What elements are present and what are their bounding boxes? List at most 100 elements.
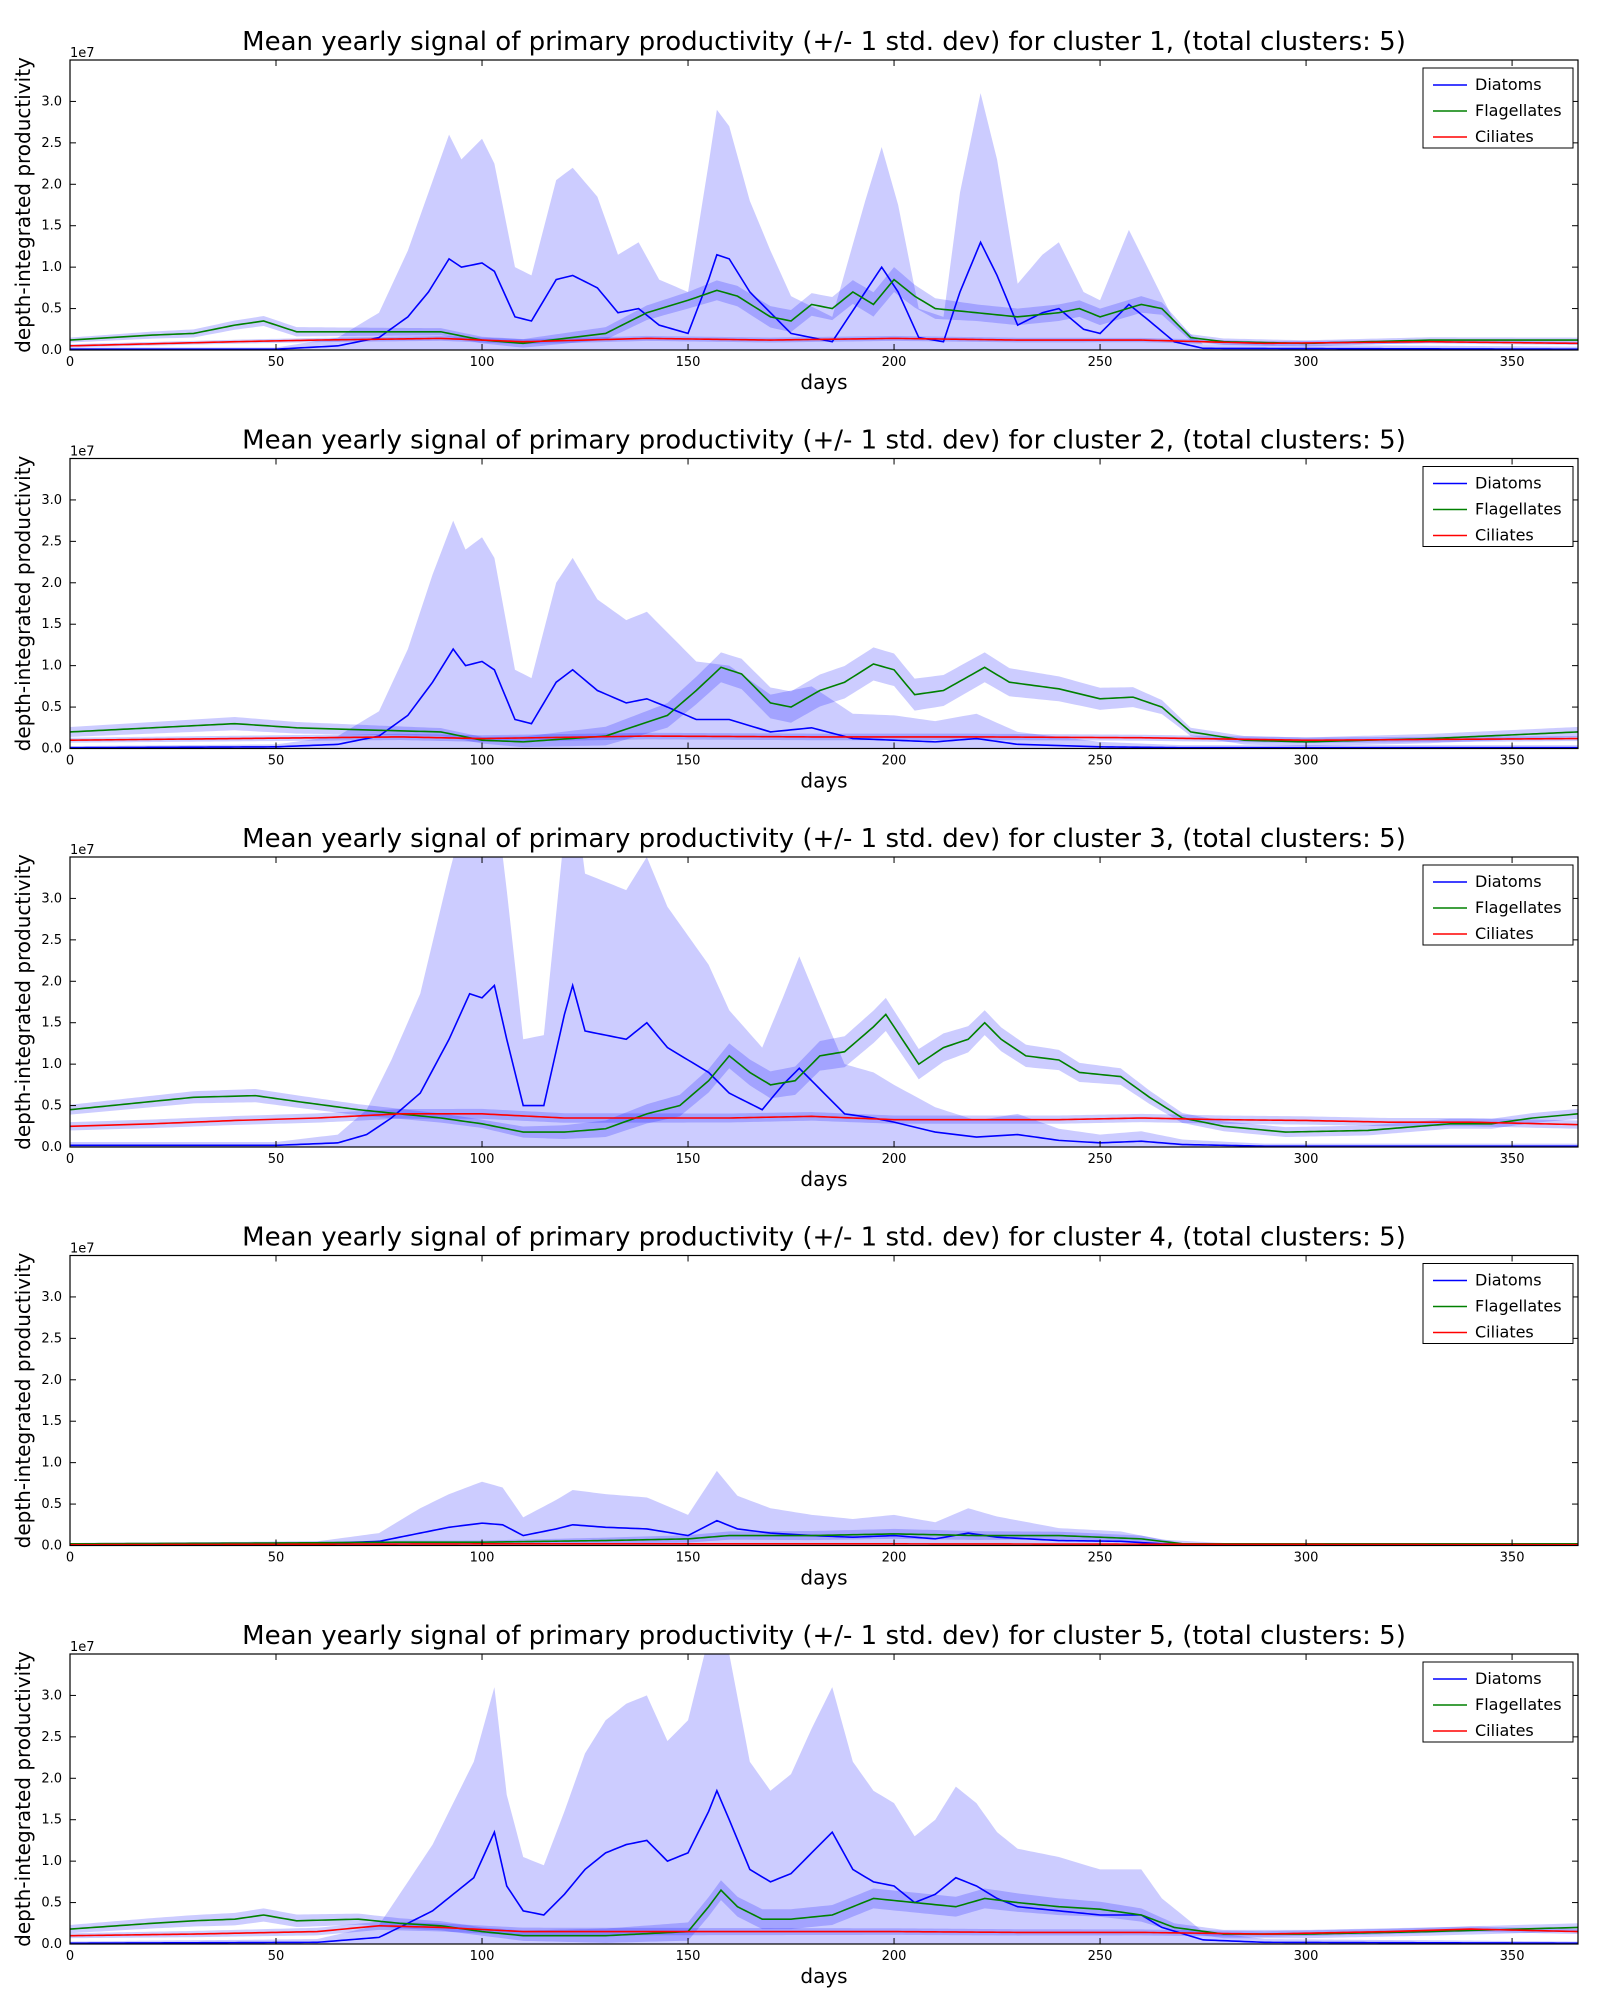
y-multiplier: 1e7 [70,1640,95,1655]
legend-label-flagellates: Flagellates [1475,1695,1562,1714]
x-tick-label: 200 [882,355,907,370]
x-axis-label: days [800,1566,847,1590]
y-tick-label: 3.0 [41,493,62,508]
legend: Diatoms Flagellates Ciliates [1422,67,1574,149]
y-tick-label: 0.0 [41,742,62,757]
std-band-flagellates [70,997,1578,1139]
std-band-flagellates [70,647,1578,748]
chart-panel-1: Mean yearly signal of primary productivi… [11,27,1579,394]
x-tick-label: 150 [676,1152,701,1167]
x-axis-label: days [800,370,847,394]
x-tick-label: 0 [66,1949,74,1964]
plot-area [70,520,1578,749]
y-tick-label: 3.0 [41,94,62,109]
y-tick-label: 3.0 [41,891,62,906]
series-line-ciliates [70,735,1578,742]
x-tick-label: 100 [470,1551,495,1566]
x-tick-label: 300 [1294,1152,1319,1167]
x-tick-label: 350 [1500,1551,1525,1566]
chart-panel-4: Mean yearly signal of primary productivi… [11,1223,1579,1590]
y-tick-label: 0.5 [41,1497,62,1512]
y-tick-label: 0.5 [41,1896,62,1911]
x-tick-label: 100 [470,355,495,370]
std-band-diatoms [70,1470,1578,1546]
y-tick-label: 3.0 [41,1688,62,1703]
y-tick-label: 2.5 [41,1730,62,1745]
x-tick-label: 250 [1088,1551,1113,1566]
x-tick-label: 300 [1294,1949,1319,1964]
y-multiplier: 1e7 [70,445,95,460]
y-tick-label: 1.5 [41,1414,62,1429]
legend: Diatoms Flagellates Ciliates [1422,466,1574,547]
legend-label-flagellates: Flagellates [1475,898,1562,917]
y-tick-label: 2.0 [41,1373,62,1388]
legend-label-flagellates: Flagellates [1475,1297,1562,1316]
y-tick-label: 1.5 [41,219,62,234]
x-tick-label: 0 [66,1551,74,1566]
legend: Diatoms Flagellates Ciliates [1422,864,1574,946]
axes-frame [69,856,1579,1148]
x-tick-label: 200 [882,754,907,769]
legend-box [1422,1263,1574,1344]
x-tick-label: 300 [1294,355,1319,370]
plot-area [70,1654,1578,1944]
y-multiplier: 1e7 [70,1242,95,1257]
y-tick-label: 2.0 [41,974,62,989]
x-axis-label: days [800,1964,847,1988]
y-tick-label: 0.0 [41,1140,62,1155]
x-tick-label: 50 [268,1949,285,1964]
chart-title: Mean yearly signal of primary productivi… [242,27,1406,57]
x-tick-label: 300 [1294,754,1319,769]
axes-frame [69,59,1579,351]
y-tick-label: 2.0 [41,576,62,591]
x-tick-label: 100 [470,1949,495,1964]
y-axis-label: depth-integrated productivity [11,854,35,1150]
x-tick-label: 150 [676,355,701,370]
x-tick-label: 150 [676,1949,701,1964]
x-tick-label: 350 [1500,754,1525,769]
series-line-flagellates [70,663,1578,743]
x-tick-label: 150 [676,1551,701,1566]
y-tick-label: 3.0 [41,1290,62,1305]
x-tick-label: 250 [1088,1152,1113,1167]
x-tick-label: 100 [470,754,495,769]
series-line-ciliates [70,337,1578,347]
plot-area [70,93,1578,350]
y-tick-label: 0.5 [41,1099,62,1114]
plot-area [70,857,1578,1147]
series-line-flagellates [70,1888,1578,1937]
legend-box [1422,466,1574,547]
legend-box [1422,67,1574,149]
y-tick-label: 1.5 [41,1016,62,1031]
y-multiplier: 1e7 [70,46,95,61]
y-tick-label: 1.0 [41,1057,62,1072]
y-tick-label: 2.5 [41,1331,62,1346]
y-tick-label: 1.5 [41,617,62,632]
legend-label-ciliates: Ciliates [1475,1721,1534,1740]
legend-label-ciliates: Ciliates [1475,526,1534,545]
legend-label-diatoms: Diatoms [1475,872,1542,891]
axes-frame [69,457,1579,750]
legend: Diatoms Flagellates Ciliates [1422,1263,1574,1344]
series-line-diatoms [70,982,1578,1147]
legend-label-ciliates: Ciliates [1475,127,1534,146]
x-tick-label: 150 [676,754,701,769]
chart-title: Mean yearly signal of primary productivi… [242,426,1406,456]
x-tick-label: 0 [66,1152,74,1167]
legend-label-diatoms: Diatoms [1475,1669,1542,1688]
y-axis-label: depth-integrated productivity [11,57,35,353]
legend-box [1422,864,1574,946]
x-tick-label: 200 [882,1152,907,1167]
std-band-ciliates [70,1921,1578,1939]
chart-title: Mean yearly signal of primary productivi… [242,824,1406,854]
x-tick-label: 350 [1500,1152,1525,1167]
y-multiplier: 1e7 [70,843,95,858]
std-band-ciliates [70,732,1578,744]
x-tick-label: 250 [1088,754,1113,769]
axes-frame [69,1254,1579,1547]
std-band-diatoms [70,520,1578,749]
legend-label-diatoms: Diatoms [1475,474,1542,493]
x-tick-label: 50 [268,1152,285,1167]
std-band-diatoms [70,857,1578,1147]
x-axis-label: days [800,769,847,793]
